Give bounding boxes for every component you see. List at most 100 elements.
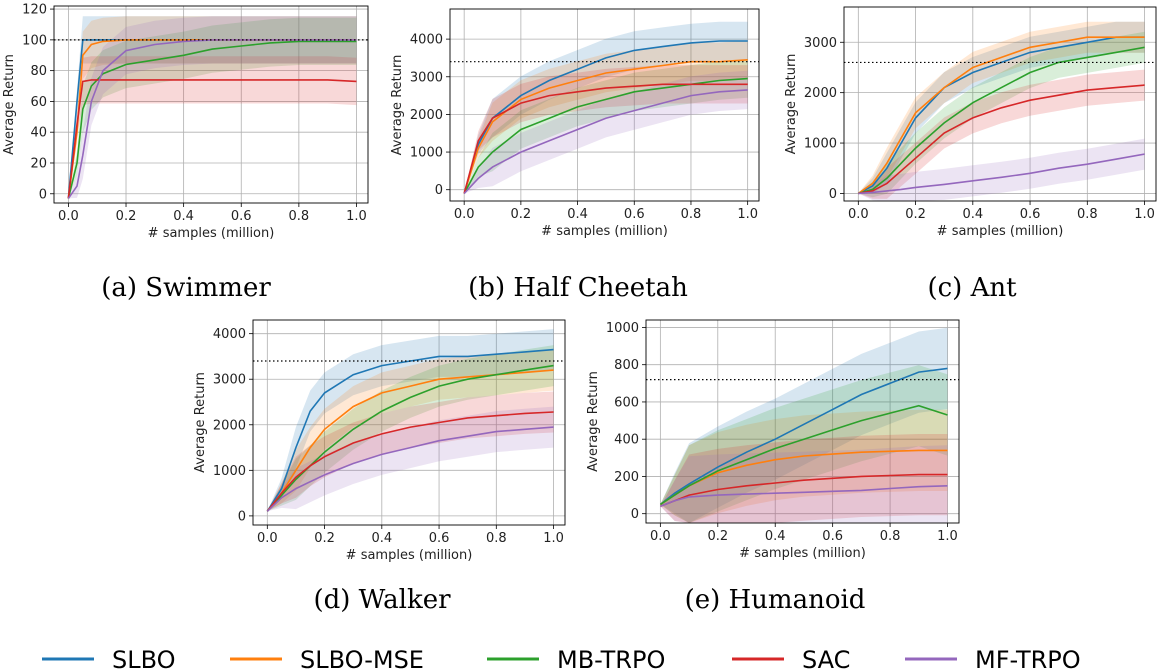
x-tick-label: 0.2 (707, 529, 728, 544)
plot-frame (645, 319, 960, 524)
caption-walker: (d) Walker (313, 585, 451, 615)
caption-ant: (c) Ant (927, 273, 1017, 303)
x-tick-label: 0.2 (116, 209, 137, 224)
x-tick-label: 0.0 (650, 529, 671, 544)
y-axis-label: Average Return (390, 55, 405, 156)
x-tick-label: 0.6 (1020, 207, 1041, 222)
y-tick-label: 1000 (410, 146, 443, 161)
band-mb-trpo (858, 31, 1145, 198)
y-tick-label: 4000 (410, 33, 443, 48)
y-tick-label: 400 (614, 433, 639, 448)
x-tick-label: 0.0 (257, 531, 278, 546)
series-line-sac (660, 473, 948, 507)
plot-frame (53, 5, 369, 204)
x-tick-label: 0.2 (511, 207, 532, 222)
series-line-mb-trpo (659, 404, 948, 506)
band-mb-trpo (660, 365, 948, 523)
y-tick-label: 3000 (804, 36, 837, 51)
series-line-mf-trpo (463, 89, 748, 195)
series-line-mb-trpo (67, 40, 357, 199)
band-slbo (858, 21, 1145, 194)
x-tick-label: 1.0 (737, 207, 758, 222)
x-tick-label: 0.6 (624, 207, 645, 222)
x-tick-label: 0.4 (371, 531, 392, 546)
y-tick-label: 0 (39, 187, 47, 202)
series-line-slbo (857, 36, 1145, 195)
band-slbo (464, 21, 748, 194)
legend-label-mf-trpo: MF-TRPO (975, 646, 1081, 670)
x-tick-label: 1.0 (937, 529, 958, 544)
y-tick-label: 100 (22, 33, 47, 48)
y-axis-label: Average Return (193, 372, 208, 473)
y-tick-label: 120 (22, 3, 47, 18)
x-axis-label: # samples (million) (937, 224, 1064, 239)
y-tick-label: 0 (829, 187, 837, 202)
band-sac (68, 56, 357, 199)
y-axis-label: Average Return (586, 371, 601, 472)
band-slbo-mse (267, 349, 554, 512)
x-axis-label: # samples (million) (739, 546, 866, 561)
series-line-slbo (266, 348, 554, 512)
panel-4: 0.0 0.2 0.4 0.6 0.8 1.0 0 200 400 600 800 1000 # sam… (586, 319, 960, 561)
x-tick-label: 0.4 (567, 207, 588, 222)
legend-label-slbo: SLBO (112, 646, 176, 670)
y-tick-label: 80 (30, 64, 47, 79)
series-line-slbo (659, 367, 948, 506)
x-tick-label: 0.4 (765, 529, 786, 544)
x-tick-label: 0.6 (822, 529, 843, 544)
series-line-sac (67, 79, 357, 199)
caption-half-cheetah: (b) Half Cheetah (468, 273, 688, 303)
x-tick-label: 0.6 (429, 531, 450, 546)
series-line-sac (463, 83, 748, 194)
y-tick-label: 40 (30, 126, 47, 141)
y-tick-label: 3000 (213, 373, 246, 388)
x-tick-label: 0.0 (58, 209, 79, 224)
series-line-sac (266, 411, 554, 512)
series-line-mf-trpo (660, 485, 948, 507)
x-tick-label: 0.8 (289, 209, 310, 224)
x-tick-label: 1.0 (543, 531, 564, 546)
x-tick-label: 1.0 (346, 209, 367, 224)
x-tick-label: 1.0 (1134, 207, 1155, 222)
y-tick-label: 1000 (804, 137, 837, 152)
band-sac (464, 65, 748, 194)
y-tick-label: 200 (614, 470, 639, 485)
band-mb-trpo (267, 345, 554, 512)
y-tick-label: 1000 (606, 321, 639, 336)
y-tick-label: 0 (238, 509, 246, 524)
plot-area (646, 320, 959, 523)
y-tick-label: 3000 (410, 70, 443, 85)
band-mf-trpo (267, 406, 554, 512)
y-axis-label: Average Return (784, 54, 799, 155)
y-tick-label: 800 (614, 358, 639, 373)
band-sac (267, 391, 554, 512)
band-slbo-mse (464, 40, 748, 194)
y-tick-label: 2000 (804, 86, 837, 101)
x-tick-label: 0.8 (880, 529, 901, 544)
y-tick-label: 0 (435, 183, 443, 198)
band-slbo (267, 329, 554, 512)
caption-swimmer: (a) Swimmer (101, 273, 271, 303)
y-tick-label: 60 (30, 95, 47, 110)
plot-frame (843, 6, 1157, 202)
y-tick-label: 4000 (213, 327, 246, 342)
caption-humanoid: (e) Humanoid (685, 585, 866, 615)
x-axis-label: # samples (million) (148, 226, 275, 241)
panel-3: 0.0 0.2 0.4 0.6 0.8 1.0 0 1000 2000 3000 4000 # sam… (193, 319, 566, 563)
x-tick-label: 0.2 (314, 531, 335, 546)
y-tick-label: 2000 (410, 108, 443, 123)
y-tick-label: 2000 (213, 418, 246, 433)
band-sac (660, 434, 948, 523)
x-tick-label: 0.8 (486, 531, 507, 546)
panel-0: 0.0 0.2 0.4 0.6 0.8 1.0 0 20 40 60 80 100 120 # sampl… (2, 3, 369, 241)
y-tick-label: 1000 (213, 464, 246, 479)
x-tick-label: 0.0 (848, 207, 869, 222)
plot-frame (252, 319, 566, 526)
series-line-slbo-mse (857, 36, 1145, 195)
plot-frame (449, 8, 760, 202)
y-tick-label: 600 (614, 395, 639, 410)
panel-1: 0.0 0.2 0.4 0.6 0.8 1.0 0 1000 2000 3000 4000 # sam… (390, 8, 760, 239)
legend: SLBO SLBO-MSE MB-TRPO SAC MF-TRPO (42, 646, 1081, 670)
x-tick-label: 0.6 (231, 209, 252, 224)
